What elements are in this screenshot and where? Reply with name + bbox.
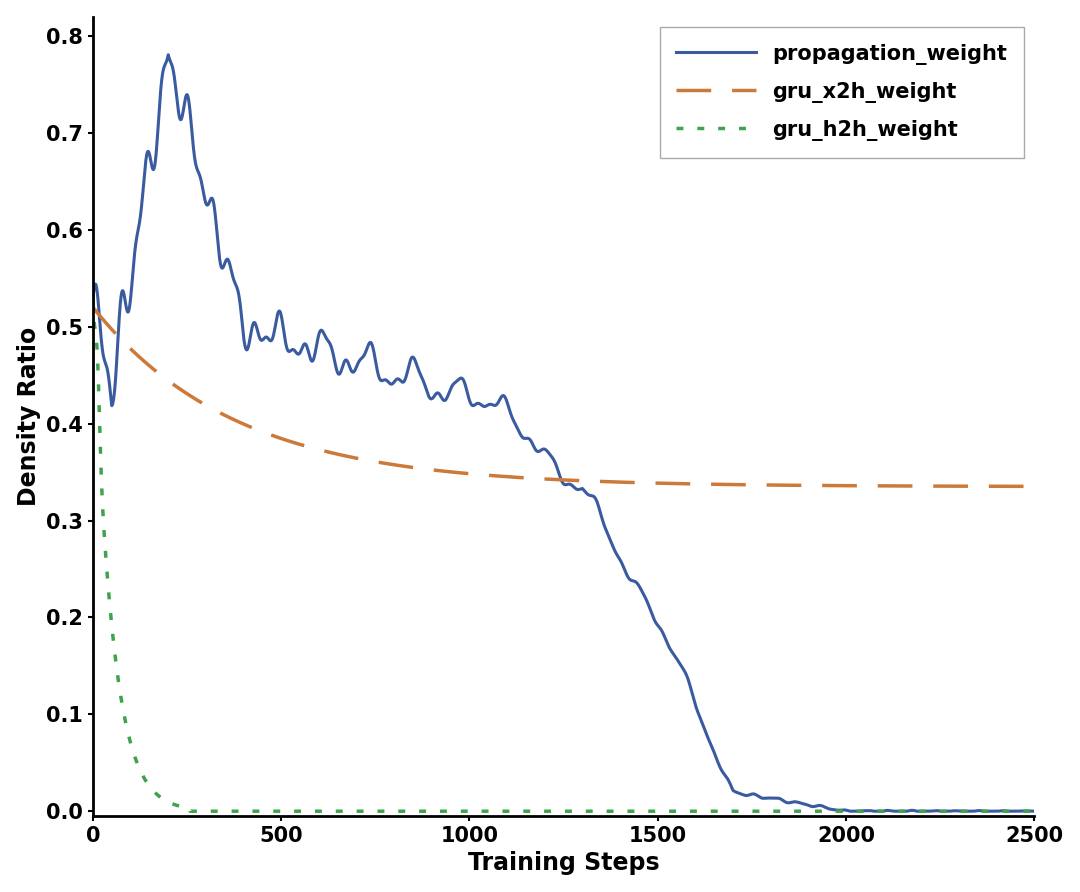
Legend: propagation_weight, gru_x2h_weight, gru_h2h_weight: propagation_weight, gru_x2h_weight, gru_… (660, 27, 1024, 158)
gru_x2h_weight (305, 442, 318, 453)
gru_h2h_weight (1028, 805, 1041, 816)
Line: gru_x2h_weight: gru_x2h_weight (93, 308, 1035, 486)
Line: gru_h2h_weight: gru_h2h_weight (93, 301, 1035, 811)
propagation_weight (162, 49, 175, 60)
gru_h2h_weight (86, 296, 99, 307)
propagation_weight (843, 805, 856, 816)
X-axis label: Training Steps: Training Steps (468, 851, 660, 875)
propagation_weight (442, 391, 455, 401)
Y-axis label: Density Ratio: Density Ratio (16, 326, 41, 506)
gru_h2h_weight (509, 805, 522, 816)
gru_x2h_weight (310, 443, 323, 454)
gru_x2h_weight (86, 302, 99, 313)
gru_h2h_weight (184, 805, 197, 816)
gru_h2h_weight (306, 805, 319, 816)
propagation_weight (306, 356, 319, 367)
propagation_weight (509, 417, 522, 428)
gru_x2h_weight (315, 445, 328, 456)
gru_x2h_weight (1028, 481, 1041, 491)
gru_h2h_weight (310, 805, 323, 816)
propagation_weight (310, 339, 323, 350)
propagation_weight (1028, 805, 1041, 816)
gru_x2h_weight (442, 467, 455, 477)
gru_h2h_weight (442, 805, 455, 816)
gru_h2h_weight (315, 805, 328, 816)
gru_h2h_weight (1021, 805, 1034, 816)
propagation_weight (1021, 805, 1034, 816)
gru_x2h_weight (1021, 481, 1034, 491)
gru_x2h_weight (509, 472, 522, 483)
propagation_weight (315, 325, 328, 335)
propagation_weight (86, 293, 99, 303)
Line: propagation_weight: propagation_weight (93, 54, 1035, 811)
